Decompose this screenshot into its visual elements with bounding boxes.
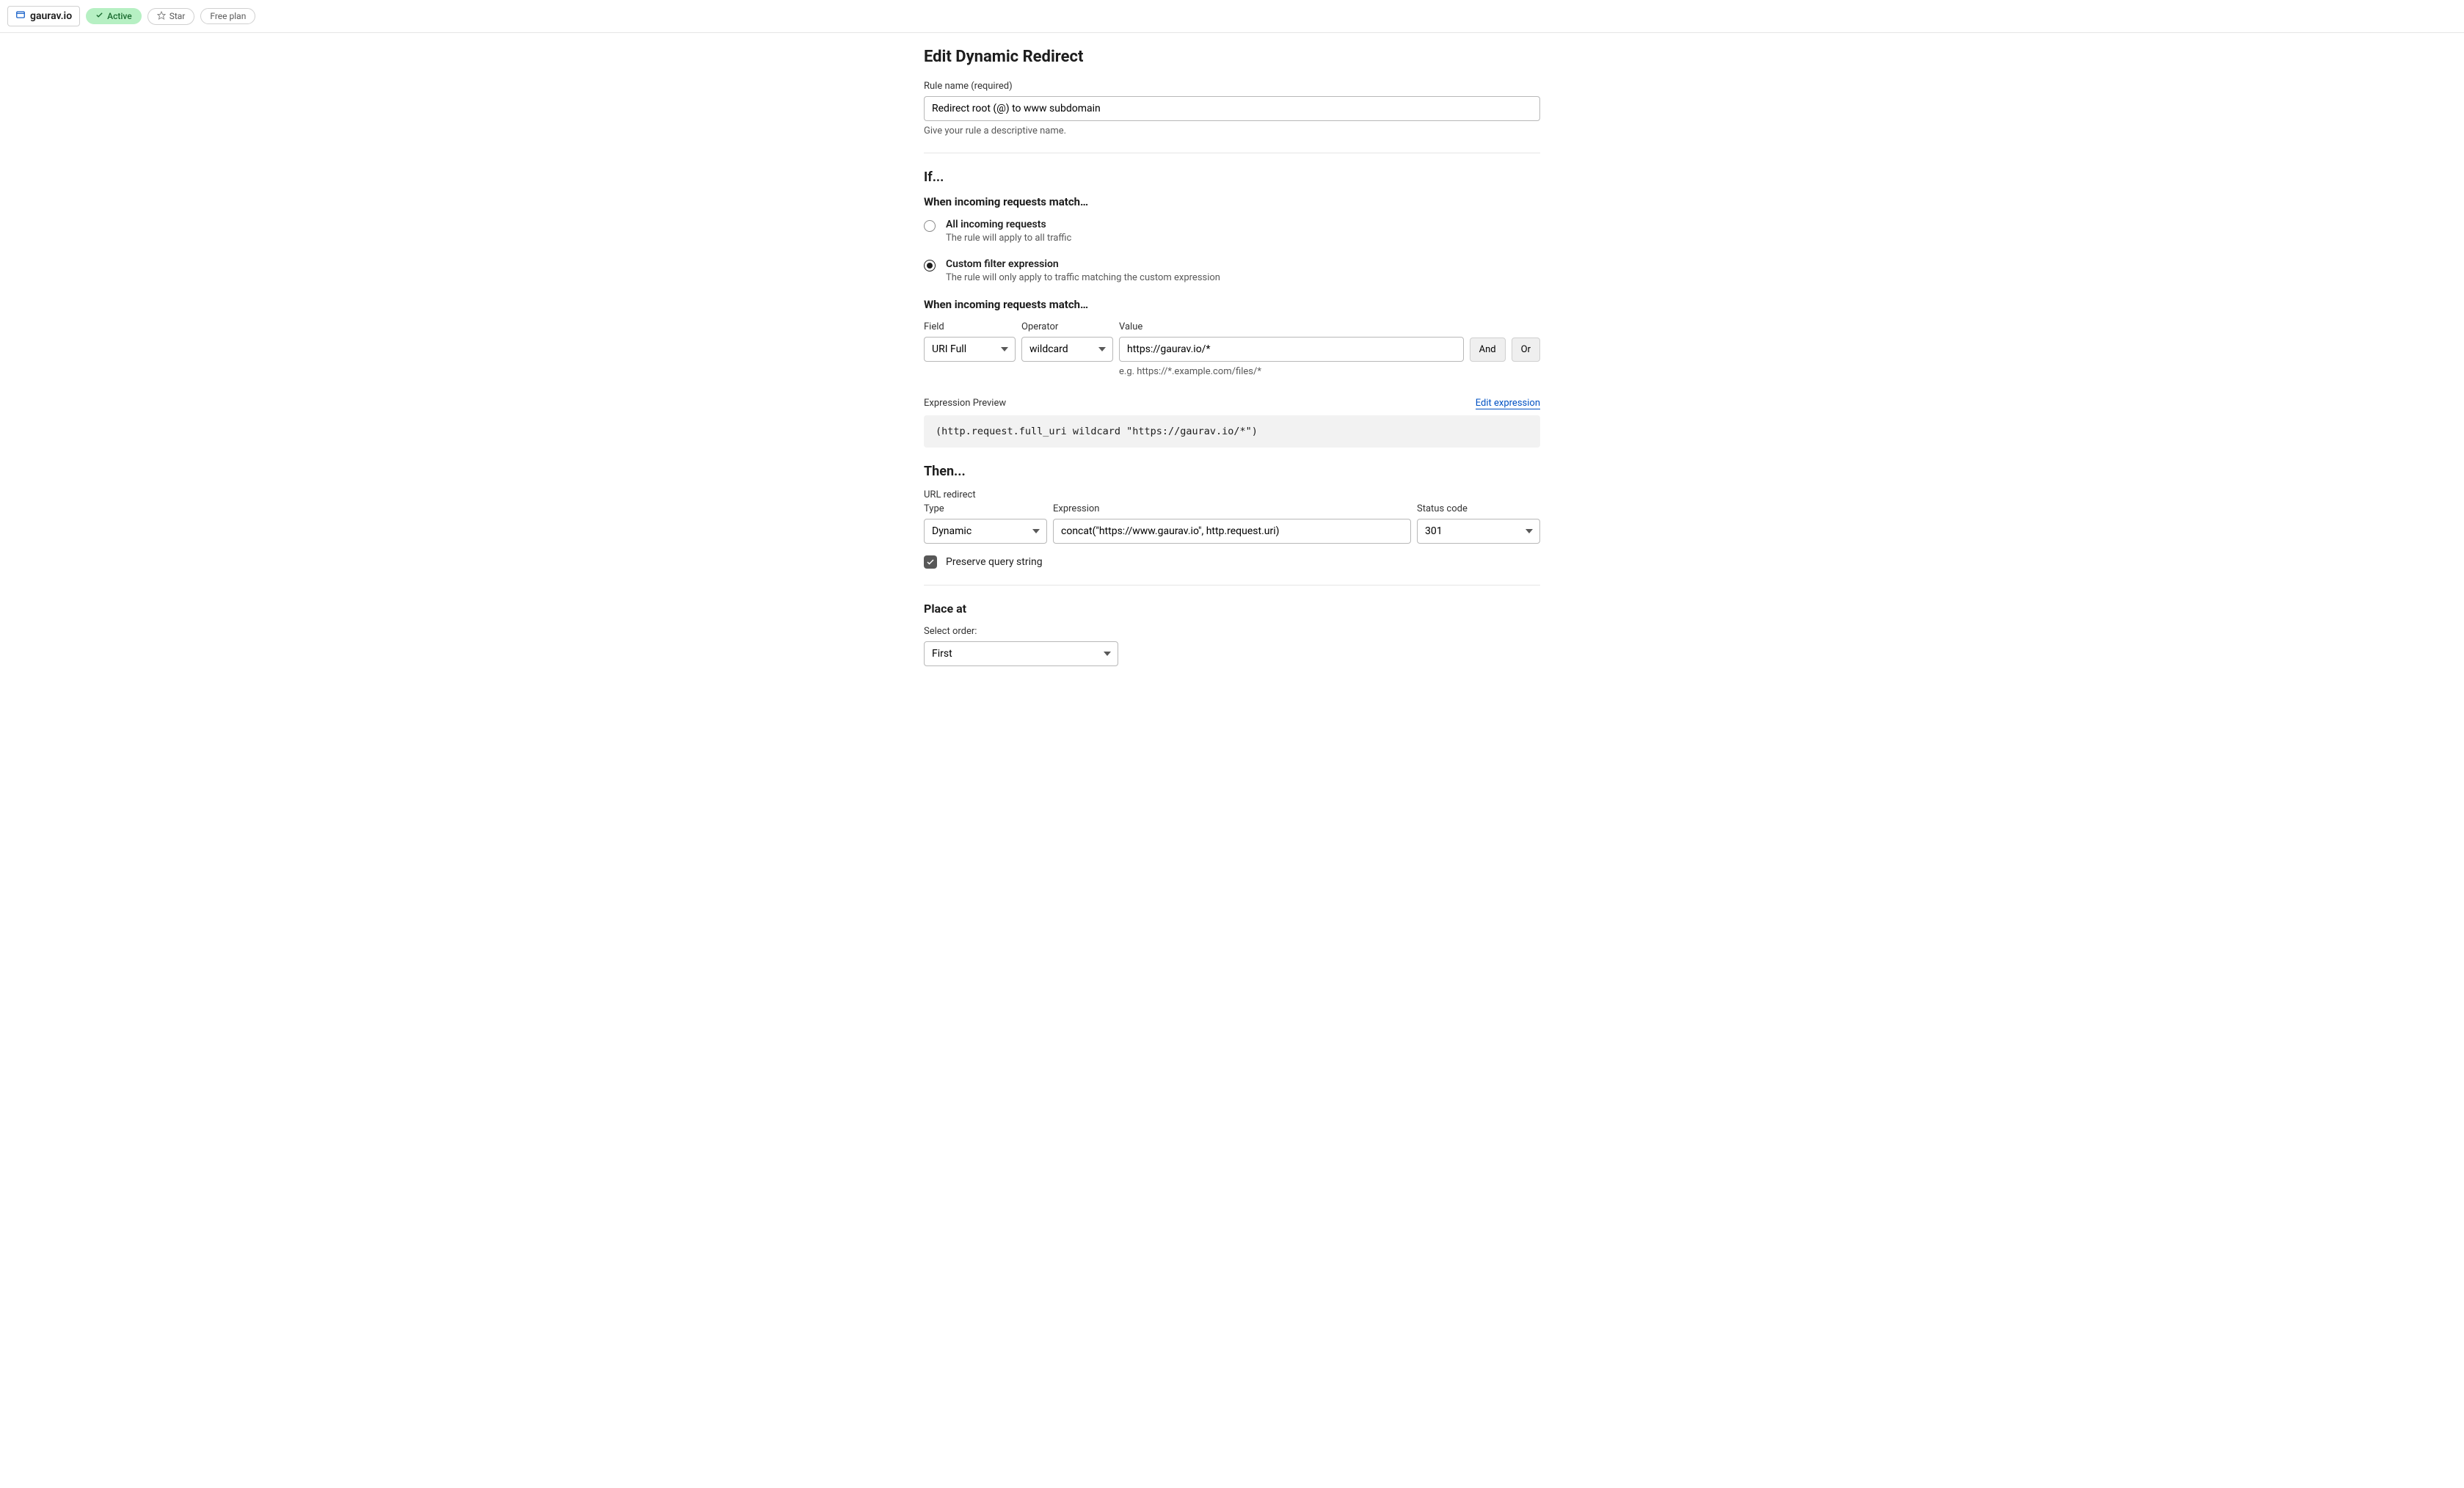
rule-name-input[interactable] — [924, 96, 1540, 121]
operator-select[interactable]: wildcard — [1021, 337, 1113, 362]
expression-preview: (http.request.full_uri wildcard "https:/… — [924, 415, 1540, 448]
checkbox-checked-icon — [924, 555, 937, 569]
match-heading: When incoming requests match… — [924, 195, 1540, 208]
order-label: Select order: — [924, 626, 1540, 637]
preserve-query-label: Preserve query string — [946, 556, 1043, 568]
match-heading-2: When incoming requests match… — [924, 298, 1540, 311]
type-label: Type — [924, 503, 1047, 514]
order-select[interactable]: First — [924, 641, 1118, 666]
top-bar: gaurav.io Active Star Free plan — [0, 0, 2464, 33]
star-button[interactable]: Star — [147, 8, 195, 25]
main-content: Edit Dynamic Redirect Rule name (require… — [916, 33, 1548, 710]
rule-name-help: Give your rule a descriptive name. — [924, 125, 1540, 136]
preserve-query-row[interactable]: Preserve query string — [924, 555, 1540, 569]
expression-label: Expression — [1053, 503, 1411, 514]
url-redirect-label: URL redirect — [924, 489, 1540, 500]
star-label: Star — [170, 11, 186, 21]
status-label: Status code — [1417, 503, 1540, 514]
value-label: Value — [1119, 321, 1464, 332]
edit-expression-link[interactable]: Edit expression — [1476, 398, 1540, 409]
type-select[interactable]: Dynamic — [924, 519, 1047, 544]
radio-custom-title: Custom filter expression — [946, 258, 1220, 270]
status-select[interactable]: 301 — [1417, 519, 1540, 544]
expression-input[interactable] — [1053, 519, 1411, 544]
page-title: Edit Dynamic Redirect — [924, 48, 1540, 66]
place-heading: Place at — [924, 602, 1540, 616]
divider — [924, 585, 1540, 586]
value-hint: e.g. https://*.example.com/files/* — [1119, 366, 1464, 377]
then-heading: Then... — [924, 464, 1540, 479]
rule-name-label: Rule name (required) — [924, 81, 1540, 92]
if-heading: If... — [924, 169, 1540, 185]
radio-all-title: All incoming requests — [946, 219, 1071, 230]
plan-label: Free plan — [210, 11, 246, 21]
domain-name: gaurav.io — [30, 10, 72, 22]
operator-label: Operator — [1021, 321, 1113, 332]
then-row: Type Dynamic Expression Status code 301 — [924, 503, 1540, 544]
radio-icon — [924, 220, 936, 232]
or-button[interactable]: Or — [1512, 338, 1540, 362]
star-icon — [157, 11, 166, 22]
preview-label: Expression Preview — [924, 398, 1006, 409]
and-button[interactable]: And — [1470, 338, 1506, 362]
radio-custom-desc: The rule will only apply to traffic matc… — [946, 272, 1220, 283]
radio-all-incoming[interactable]: All incoming requests The rule will appl… — [924, 219, 1540, 244]
radio-custom-filter[interactable]: Custom filter expression The rule will o… — [924, 258, 1540, 283]
domain-chip[interactable]: gaurav.io — [7, 6, 80, 26]
field-label: Field — [924, 321, 1016, 332]
field-select[interactable]: URI Full — [924, 337, 1016, 362]
plan-badge[interactable]: Free plan — [200, 8, 255, 24]
match-builder-row: Field URI Full Operator wildcard Value e… — [924, 321, 1540, 377]
website-icon — [15, 10, 26, 23]
value-input[interactable] — [1119, 337, 1464, 362]
active-badge: Active — [86, 8, 142, 24]
active-label: Active — [107, 11, 132, 21]
check-icon — [95, 11, 103, 21]
radio-all-desc: The rule will apply to all traffic — [946, 233, 1071, 244]
radio-icon — [924, 260, 936, 271]
